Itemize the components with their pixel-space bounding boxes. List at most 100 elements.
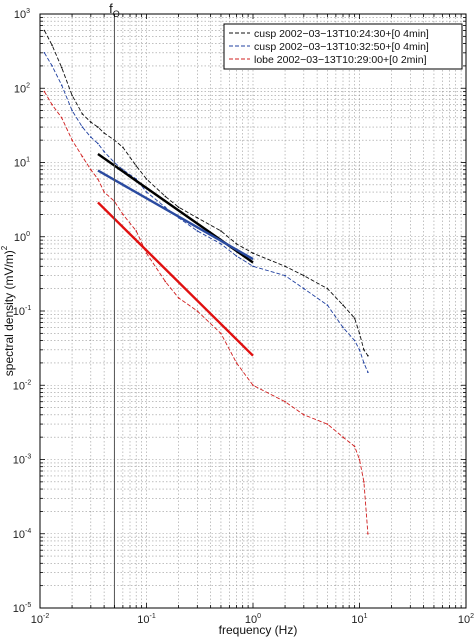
series-2-point [103, 150, 105, 153]
series-1-point [353, 317, 356, 320]
grid [39, 14, 466, 609]
series-line-3 [44, 91, 369, 534]
series-1-point [51, 44, 53, 46]
series-line-2 [44, 52, 369, 373]
f-o-annotation-subscript: O [113, 9, 120, 19]
series-2-point [43, 52, 46, 54]
series-3-point [90, 168, 92, 171]
series-3-point [122, 213, 124, 216]
series-3-point [363, 481, 365, 483]
series-1-point [235, 243, 238, 245]
series-1-point [326, 287, 329, 290]
series-1-point [90, 121, 92, 123]
series-2-point [342, 326, 344, 329]
fit-line-3 [97, 201, 254, 357]
series-2-point [235, 255, 238, 257]
series-2-point [303, 287, 305, 290]
legend-entry: cusp 2002−03−13T10:32:50+[0 4min] [229, 41, 429, 53]
y-tick-label: 10-1 [13, 305, 32, 318]
series-1-point [43, 29, 46, 32]
series-3-point [342, 436, 344, 438]
fit-layer [97, 153, 254, 357]
series-1-point [60, 66, 63, 69]
legend-label: lobe 2002−03−13T10:29:00+[0 2min] [254, 54, 427, 66]
series-3-point [135, 230, 137, 232]
series-3-point [97, 178, 99, 180]
y-tick-label: 10-2 [13, 379, 32, 392]
series-2-point [71, 109, 73, 112]
legend-box [223, 23, 463, 70]
series-3-point [220, 332, 222, 335]
series-1-point [164, 195, 167, 198]
f-o-annotation-main: f [109, 1, 113, 16]
series-1-point [135, 165, 137, 167]
series-1-point [342, 304, 344, 306]
x-tick-label: 102 [458, 613, 474, 626]
y-axis-label-text: spectral density (mV/m) [2, 250, 16, 376]
series-3-point [177, 297, 180, 299]
series-1-point [252, 252, 254, 254]
f-o-annotation: fO [109, 1, 120, 19]
series-3-point [303, 414, 305, 416]
series-2-point [358, 349, 361, 351]
legend-entry: lobe 2002−03−13T10:29:00+[0 2min] [229, 54, 427, 66]
series-3-point [81, 155, 84, 158]
y-tick-label: 101 [14, 157, 30, 170]
legend-entry: cusp 2002−03−13T10:24:30+[0 4min] [229, 28, 429, 40]
series-2-point [353, 339, 356, 342]
series-1-point [97, 126, 99, 128]
series-1-point [71, 94, 73, 97]
series-2-point [220, 243, 222, 245]
series-2-point [60, 84, 63, 86]
series-3-point [51, 103, 53, 106]
series-1-point [177, 206, 180, 208]
series-2-point [367, 371, 369, 374]
series-3-point [145, 252, 148, 254]
y-tick-label: 102 [14, 82, 30, 95]
x-tick-label: 100 [245, 613, 261, 626]
series-3-point [284, 400, 286, 403]
y-tick-labels: 10-5 10-4 10-3 10-2 10-1 100 101 102 103 [13, 8, 32, 615]
legend: cusp 2002−03−13T10:24:30+[0 4min]cusp 20… [223, 23, 463, 70]
y-tick-label: 103 [14, 8, 30, 21]
series-3-point [71, 139, 73, 141]
series-3-point [252, 384, 254, 387]
series-3-point [367, 533, 369, 535]
series-2-point [196, 230, 199, 232]
y-tick-label: 100 [14, 231, 30, 244]
series-3-point [103, 191, 105, 193]
series-3-point [235, 362, 238, 364]
series-2-point [145, 191, 148, 193]
series-2-point [363, 362, 365, 364]
series-2-point [81, 126, 84, 128]
legend-label: cusp 2002−03−13T10:32:50+[0 4min] [254, 41, 429, 53]
series-1-point [358, 332, 361, 335]
series-3-point [326, 423, 329, 425]
x-tick-labels: 10-2 10-1 100 101 102 [31, 613, 474, 626]
series-3-point [60, 117, 63, 119]
series-2-point [284, 274, 286, 277]
series-1-point [303, 274, 305, 277]
series-2-point [326, 304, 329, 306]
y-axis-label-exponent: 2 [0, 245, 9, 250]
series-line-1 [44, 30, 369, 356]
legend-label: cusp 2002−03−13T10:24:30+[0 4min] [254, 28, 429, 40]
series-3-point [43, 90, 46, 93]
x-tick-label: 10-1 [137, 613, 156, 626]
series-1-point [145, 178, 148, 180]
series-2-point [97, 142, 99, 145]
series-1-point [81, 113, 84, 115]
series-1-point [196, 217, 199, 219]
fit-line-2 [97, 169, 254, 261]
series-3-point [196, 310, 199, 312]
series-1-point [363, 349, 365, 351]
series-1-point [220, 230, 222, 232]
series-1-point [103, 132, 105, 134]
x-axis-label: frequency (Hz) [219, 623, 298, 637]
series-1-point [122, 146, 124, 149]
series-2-point [51, 65, 53, 67]
y-tick-label: 10-5 [13, 602, 32, 615]
axis-ticks [39, 14, 466, 609]
series-2-point [252, 265, 254, 268]
